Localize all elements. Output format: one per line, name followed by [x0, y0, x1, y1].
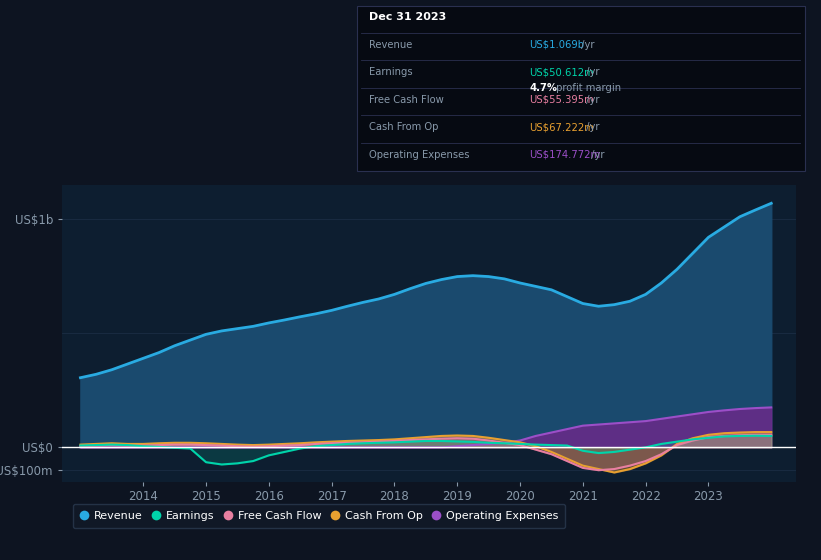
Text: Earnings: Earnings: [369, 67, 412, 77]
Text: Free Cash Flow: Free Cash Flow: [369, 95, 443, 105]
Text: Operating Expenses: Operating Expenses: [369, 150, 469, 160]
Text: US$67.222m: US$67.222m: [530, 122, 594, 132]
Text: US$174.772m: US$174.772m: [530, 150, 601, 160]
Text: 4.7%: 4.7%: [530, 83, 557, 93]
Text: Dec 31 2023: Dec 31 2023: [369, 12, 446, 22]
Text: US$55.395m: US$55.395m: [530, 95, 594, 105]
Legend: Revenue, Earnings, Free Cash Flow, Cash From Op, Operating Expenses: Revenue, Earnings, Free Cash Flow, Cash …: [72, 504, 565, 528]
Text: profit margin: profit margin: [553, 83, 621, 93]
Text: Revenue: Revenue: [369, 40, 412, 50]
Text: US$1.069b: US$1.069b: [530, 40, 585, 50]
Text: US$50.612m: US$50.612m: [530, 67, 594, 77]
Text: /yr: /yr: [583, 95, 599, 105]
Text: /yr: /yr: [583, 122, 599, 132]
Text: /yr: /yr: [583, 67, 599, 77]
Text: Cash From Op: Cash From Op: [369, 122, 438, 132]
Text: /yr: /yr: [588, 150, 605, 160]
Text: /yr: /yr: [578, 40, 594, 50]
